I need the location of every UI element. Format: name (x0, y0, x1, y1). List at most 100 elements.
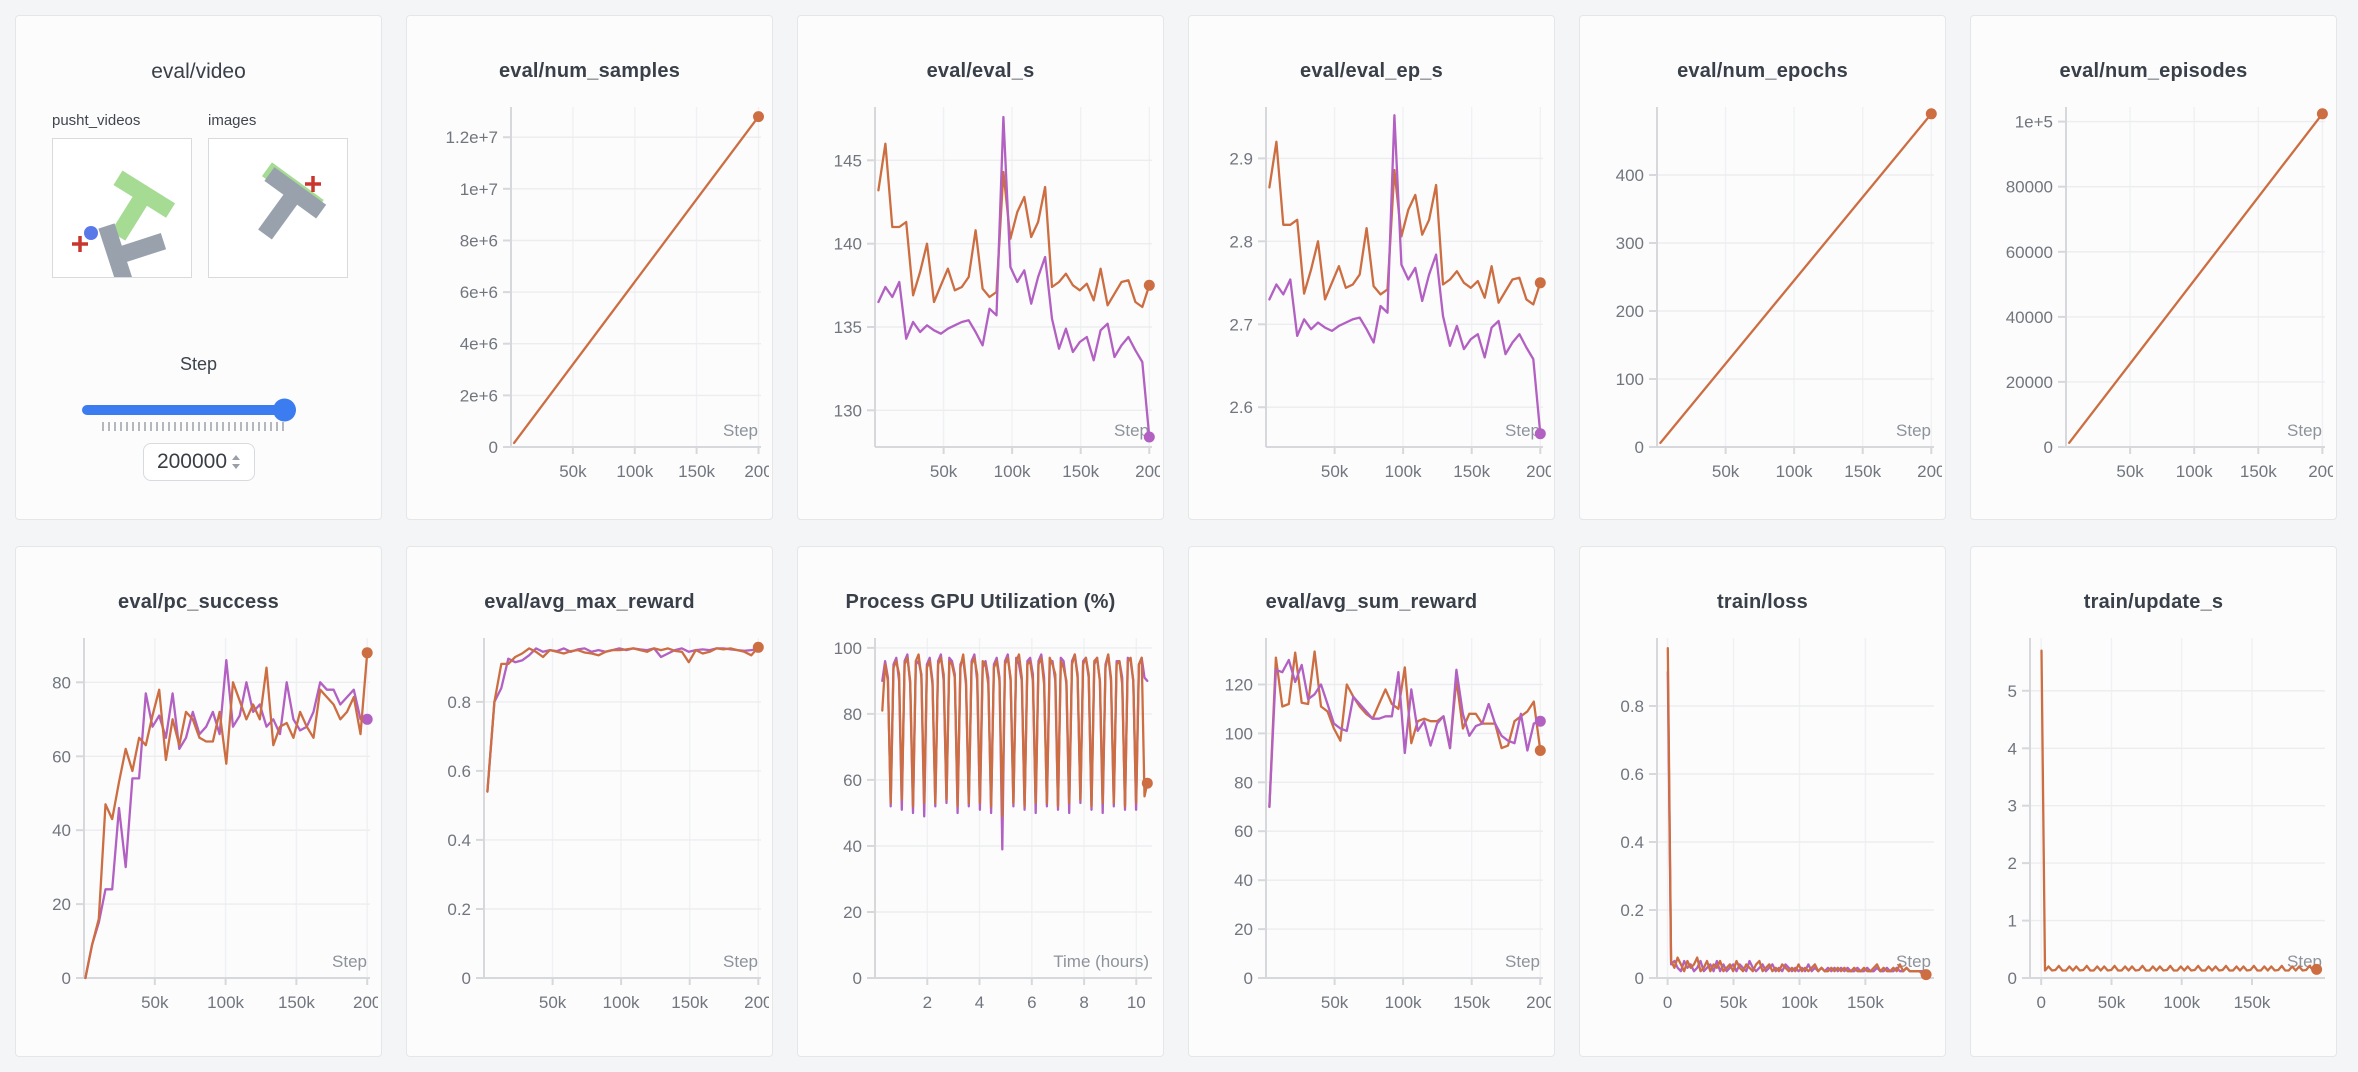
y-tick-label: 4 (2007, 739, 2016, 758)
chart-canvas[interactable]: 50k 100k 150k 200 0 20 40 60 80 100 120 Step (1193, 628, 1551, 1028)
step-slider-handle[interactable] (273, 398, 296, 422)
chart-title: eval/avg_sum_reward (1265, 591, 1478, 613)
y-tick-label: 130 (833, 401, 861, 420)
y-tick-label: 1.2e+7 (445, 128, 497, 147)
series-end-dot-orange-run (2316, 108, 2328, 120)
x-tick-label: 50k (141, 993, 169, 1012)
y-tick-label: 300 (1615, 234, 1643, 253)
x-axis-title: Step (1896, 421, 1931, 440)
step-slider-track[interactable] (82, 398, 296, 422)
x-axis-title: Step (1505, 421, 1540, 440)
step-slider-label: Step (179, 354, 218, 374)
x-tick-label: 50k (1711, 462, 1739, 481)
y-tick-label: 2.8 (1229, 232, 1253, 251)
chart-title: train/update_s (2083, 591, 2224, 613)
stepper-arrows[interactable] (232, 455, 241, 469)
images-frame (258, 162, 327, 240)
y-tick-label: 0.8 (1620, 697, 1644, 716)
y-tick-label: 2.9 (1229, 149, 1253, 168)
green-tee-shape (110, 170, 176, 241)
y-tick-label: 100 (1615, 370, 1643, 389)
chart-panel-train-update-s[interactable]: train/update_s 0 50k 100k 150k 0 1 2 3 4 5 Step (1970, 546, 2337, 1057)
y-tick-label: 0.2 (1620, 901, 1644, 920)
chart-canvas[interactable]: 50k 100k 150k 200 130 135 140 145 Step (802, 97, 1160, 497)
y-tick-label: 40 (1234, 871, 1253, 890)
chart-canvas[interactable]: 50k 100k 150k 200 0 20000 40000 60000 80000 1e+5 S… (1975, 97, 2333, 497)
y-tick-label: 0 (2007, 969, 2016, 988)
chart-panel-eval-avg-max-reward[interactable]: eval/avg_max_reward 50k 100k 150k 200 0 0.2 0.… (406, 546, 773, 1057)
chart-panel-eval-num-samples[interactable]: eval/num_samples 50k 100k 150k 200 0 2e+6 4e+6… (406, 15, 773, 520)
pusht-video-frame (72, 170, 176, 290)
series-end-dot-orange-run (1141, 777, 1153, 789)
series-line-orange-run (485, 646, 759, 793)
y-tick-label: 8e+6 (459, 232, 497, 251)
chart-canvas[interactable]: 50k 100k 150k 200 0 100 200 300 400 Step (1584, 97, 1942, 497)
series-end-dot-orange-run (1925, 108, 1937, 120)
pusht-video-thumbnail[interactable] (52, 138, 192, 290)
x-tick-label: 200 (1526, 993, 1551, 1012)
chart-title: Process GPU Utilization (%) (845, 591, 1116, 613)
chart-title: eval/num_episodes (2059, 60, 2248, 82)
y-tick-label: 2 (2007, 854, 2016, 873)
chart-panel-eval-num-epochs[interactable]: eval/num_epochs 50k 100k 150k 200 0 100 200 300… (1579, 15, 1946, 520)
chart-panel-eval-num-episodes[interactable]: eval/num_episodes 50k 100k 150k 200 0 20000 40… (1970, 15, 2337, 520)
chart-panel-process-gpu-utilization-[interactable]: Process GPU Utilization (%) 2 4 6 8 10 0 20 40 6… (797, 546, 1164, 1057)
x-tick-label: 50k (1719, 993, 1747, 1012)
y-tick-label: 0 (488, 438, 497, 457)
y-tick-label: 0.6 (447, 762, 471, 781)
x-tick-label: 100k (602, 993, 639, 1012)
step-up-icon[interactable] (232, 455, 241, 460)
series-end-dot-orange-run (1143, 279, 1155, 291)
x-axis-title: Step (1505, 952, 1540, 971)
step-number-input[interactable]: 200000 (142, 443, 255, 481)
y-tick-label: 0.4 (1620, 833, 1644, 852)
y-tick-label: 3 (2007, 797, 2016, 816)
y-tick-label: 2e+6 (459, 386, 497, 405)
media-panel-eval-video[interactable]: eval/video pusht_videos images (15, 15, 382, 520)
chart-panel-eval-eval-s[interactable]: eval/eval_s 50k 100k 150k 200 130 135 140 145 St… (797, 15, 1164, 520)
series-line-orange-run (83, 651, 368, 980)
series-end-dot-orange-run (361, 647, 373, 659)
y-tick-label: 2.6 (1229, 398, 1253, 417)
x-tick-label: 4 (974, 993, 983, 1012)
y-tick-label: 60 (1234, 822, 1253, 841)
x-tick-label: 150k (1062, 462, 1099, 481)
y-tick-label: 6e+6 (459, 283, 497, 302)
chart-canvas[interactable]: 50k 100k 150k 200 0 0.2 0.4 0.6 0.8 Step (411, 628, 769, 1028)
chart-panel-eval-avg-sum-reward[interactable]: eval/avg_sum_reward 50k 100k 150k 200 0 20 40 6… (1188, 546, 1555, 1057)
series-end-dot-orange-run (1534, 277, 1546, 289)
y-tick-label: 140 (833, 235, 861, 254)
y-tick-label: 0.8 (447, 693, 471, 712)
series-line-orange-run (512, 115, 760, 445)
x-tick-label: 50k (2097, 993, 2125, 1012)
chart-canvas[interactable]: 50k 100k 150k 200 2.6 2.7 2.8 2.9 Step (1193, 97, 1551, 497)
chart-panel-eval-eval-ep-s[interactable]: eval/eval_ep_s 50k 100k 150k 200 2.6 2.7 2.8 2.… (1188, 15, 1555, 520)
chart-title: train/loss (1717, 591, 1808, 613)
y-tick-label: 0.6 (1620, 765, 1644, 784)
x-tick-label: 200 (1917, 462, 1942, 481)
x-tick-label: 100k (2175, 462, 2212, 481)
y-tick-label: 400 (1615, 166, 1643, 185)
chart-canvas[interactable]: 0 50k 100k 150k 0 0.2 0.4 0.6 0.8 Step (1584, 628, 1942, 1028)
y-tick-label: 0 (461, 969, 470, 988)
y-tick-label: 40000 (2005, 308, 2052, 327)
y-tick-label: 60 (52, 747, 71, 766)
chart-panel-train-loss[interactable]: train/loss 0 50k 100k 150k 0 0.2 0.4 0.6 0.8 Step (1579, 546, 1946, 1057)
chart-panel-eval-pc-success[interactable]: eval/pc_success 50k 100k 150k 200 0 20 40 60 80 S… (15, 546, 382, 1057)
x-tick-label: 2 (922, 993, 931, 1012)
x-tick-label: 50k (1320, 462, 1348, 481)
y-tick-label: 1 (2007, 912, 2016, 931)
images-thumbnail[interactable] (208, 138, 348, 278)
step-down-icon[interactable] (232, 464, 241, 469)
y-tick-label: 135 (833, 318, 861, 337)
chart-title: eval/avg_max_reward (484, 591, 695, 613)
x-tick-label: 150k (277, 993, 314, 1012)
chart-canvas[interactable]: 50k 100k 150k 200 0 20 40 60 80 Step (20, 628, 378, 1028)
x-tick-label: 200 (744, 462, 769, 481)
x-axis-title: Step (1896, 952, 1931, 971)
chart-canvas[interactable]: 50k 100k 150k 200 0 2e+6 4e+6 6e+6 8e+6 1e+7 1.2e+… (411, 97, 769, 497)
series-line-purple-run (876, 115, 1150, 439)
